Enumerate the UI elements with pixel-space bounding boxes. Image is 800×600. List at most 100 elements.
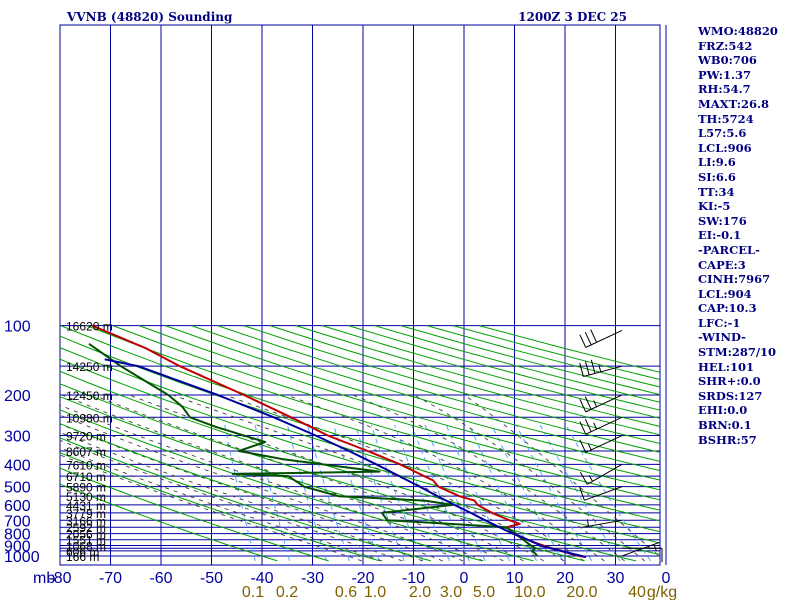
wind-barb-shaft: [587, 463, 623, 485]
wind-barb: [582, 519, 623, 528]
index-line: WMO:48820: [698, 24, 778, 38]
dry-adiabat-line: [60, 483, 278, 562]
moist-adiabat-line: [129, 394, 544, 562]
moist-adiabat-line: [60, 423, 443, 562]
mixing-ratio-line: [539, 424, 621, 562]
temperature-tick-label: -50: [200, 570, 223, 587]
wind-barb-shaft: [582, 519, 623, 528]
index-line: TT:34: [698, 184, 735, 199]
height-label: 2056 m: [66, 528, 106, 542]
wind-barb-flag: [579, 421, 587, 435]
temperature-tick-label: -60: [149, 570, 172, 587]
mixing-ratio-line: [354, 424, 405, 562]
mixing-ratio-label: 0.2: [276, 584, 298, 600]
dry-adiabat-line: [217, 325, 660, 453]
wind-barb-half-flag: [598, 364, 602, 372]
wind-barb-flag: [579, 439, 587, 453]
mixing-ratio-label: 0.1: [242, 584, 264, 600]
wind-barb-flag: [579, 362, 584, 377]
index-line: SHR+:0.0: [698, 374, 761, 389]
wind-barb-flag: [584, 418, 592, 432]
mixing-ratio-line: [370, 424, 424, 562]
pressure-tick-label: 900: [4, 538, 31, 555]
wind-barb: [579, 486, 623, 501]
wind-barb-shaft: [583, 365, 623, 378]
height-label: 5890 m: [66, 481, 106, 495]
wind-barb: [579, 435, 623, 453]
mixing-ratio-line: [515, 424, 593, 562]
height-label: 7610 m: [66, 458, 106, 472]
valid-time: 1200Z 3 DEC 25: [518, 10, 627, 24]
height-label: 2592 m: [66, 521, 106, 535]
wind-barb-half-flag: [593, 400, 598, 408]
temperature-tick-label: -30: [301, 570, 324, 587]
dry-adiabat-line: [60, 335, 660, 522]
index-line: MAXT:26.8: [698, 96, 769, 111]
mixing-ratio-label: 2.0: [409, 584, 431, 600]
index-line: PW:1.37: [698, 67, 752, 82]
mixing-ratio-label: 1.0: [364, 584, 386, 600]
index-line: L57:5.6: [698, 126, 747, 141]
wind-barb-shaft: [585, 330, 623, 348]
wind-barbs: [579, 329, 663, 563]
wind-barb-flag: [579, 471, 588, 485]
temperature-tick-label: -40: [250, 570, 273, 587]
moist-adiabat-line: [60, 404, 484, 562]
index-line: STM:287/10: [698, 345, 777, 360]
index-line: CAPE:3: [698, 257, 746, 272]
index-line: SW:176: [698, 213, 747, 228]
mixing-ratio-label: 5.0: [473, 584, 495, 600]
height-label: 5130 m: [66, 490, 106, 504]
index-line: EHI:0.0: [698, 403, 748, 418]
index-line: KI:-5: [698, 199, 731, 214]
dry-adiabat-line: [243, 325, 660, 444]
height-label: 606 m: [66, 545, 99, 559]
index-line: LI:9.6: [698, 155, 736, 170]
mixing-ratio-label: 0.6: [335, 584, 357, 600]
moist-adiabat-line: [61, 394, 504, 562]
sounding-traces: [88, 324, 587, 558]
pressure-tick-label: 400: [4, 457, 31, 474]
wind-barb: [579, 394, 623, 413]
dry-adiabat-line: [295, 325, 660, 427]
temperature-tick-label: 10: [506, 570, 524, 587]
wind-barb-flag: [579, 334, 587, 348]
dry-adiabat-line: [60, 467, 329, 562]
wind-barb-half-flag: [653, 544, 657, 552]
height-label: 14250 m: [66, 360, 113, 374]
temperature-tick-label: 30: [607, 570, 625, 587]
index-line: -PARCEL-: [698, 242, 760, 257]
height-label: 166 m: [66, 550, 99, 564]
dry-adiabat-line: [60, 396, 585, 562]
temperature-tick-label: 0: [662, 570, 671, 587]
mixing-ratio-line: [491, 424, 564, 562]
plot-frame: [59, 24, 661, 566]
height-label: 6710 m: [66, 470, 106, 484]
height-label: 3166 m: [66, 514, 106, 528]
pressure-tick-label: 500: [4, 480, 31, 497]
wind-barb: [579, 359, 623, 378]
mixing-ratio-label: g/kg: [647, 584, 677, 600]
moist-adiabat-line: [60, 447, 383, 562]
dry-adiabats: [60, 325, 660, 562]
wind-barb-shaft: [585, 394, 623, 413]
index-line: HEL:101: [698, 359, 754, 374]
wind-barb-shaft: [621, 541, 660, 557]
x-unit-label: mb: [33, 570, 55, 587]
index-line: BRN:0.1: [698, 418, 752, 433]
sounding-indices-panel: WMO:48820 FRZ:542 WB0:706 PW:1.37 RH:54.7 MAX…: [698, 24, 798, 447]
moist-adiabat-line: [60, 439, 403, 562]
dewpoint-trace: [88, 342, 538, 557]
parcel-trace: [104, 358, 587, 558]
wind-barb-shaft: [585, 416, 623, 435]
wind-barb-flag: [590, 359, 596, 374]
index-line: FRZ:542: [698, 38, 753, 53]
chart-title: VVNB (48820) Sounding: [66, 10, 233, 24]
wind-barb-shaft: [584, 486, 623, 501]
temperature-trace: [91, 324, 587, 558]
index-line: CINH:7967: [698, 272, 771, 287]
moist-adiabat-line: [286, 394, 605, 562]
index-line: SRDS:127: [698, 388, 763, 403]
wind-barb-flag: [579, 398, 587, 413]
